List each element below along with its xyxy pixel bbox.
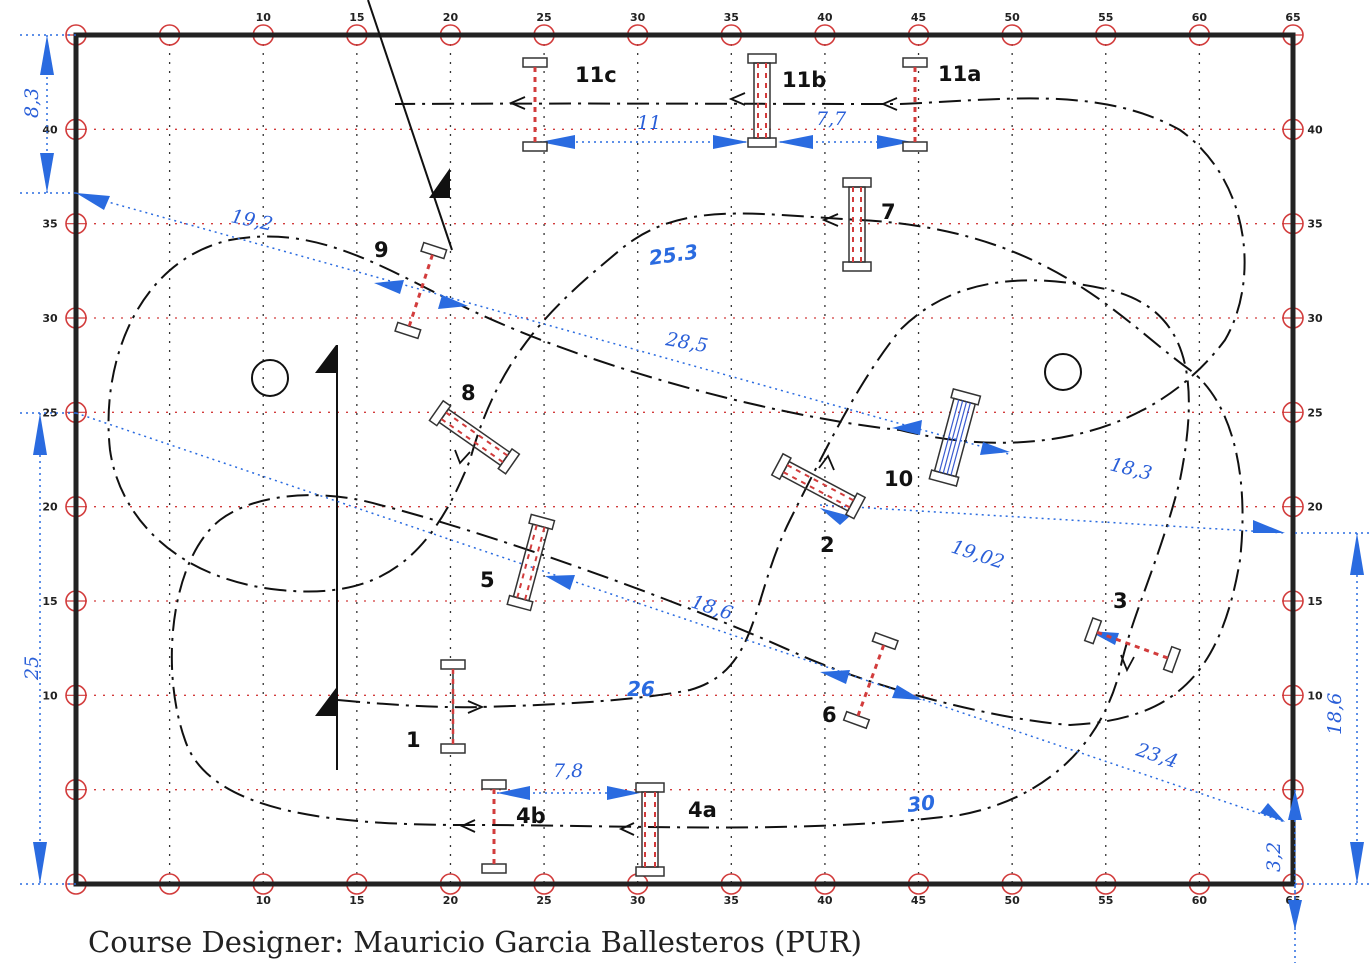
x-tick-label-bottom: 45 [911, 894, 926, 907]
y-tick-label-left: 30 [42, 312, 58, 325]
fence-11a [902, 57, 928, 152]
distance-8-3: 8,3 [21, 88, 43, 118]
fence-label-3: 3 [1113, 589, 1128, 613]
y-tick-label-right: 30 [1307, 312, 1323, 325]
x-tick-label-bottom: 25 [536, 894, 551, 907]
y-tick-label-right: 15 [1307, 595, 1322, 608]
x-tick-label-top: 55 [1098, 11, 1113, 24]
y-tick-label-left: 20 [42, 501, 58, 514]
distance-arrowheads [33, 35, 1364, 930]
fence-label-5: 5 [480, 568, 495, 592]
fence-label-7: 7 [881, 200, 896, 224]
fence-label-4a: 4a [688, 798, 717, 822]
fence-label-8: 8 [461, 381, 476, 405]
distance-25: 25 [21, 656, 43, 681]
fence-8 [428, 399, 521, 475]
stride-30: 30 [906, 790, 936, 817]
fence-5 [506, 513, 556, 612]
y-tick-label-left: 35 [42, 218, 57, 231]
fence-label-9: 9 [374, 238, 389, 262]
fence-7 [842, 177, 872, 272]
finish-line [367, 0, 453, 251]
side-measure-lines [39, 35, 1358, 930]
distance-7-8: 7,8 [553, 760, 583, 782]
x-tick-label-top: 35 [724, 11, 739, 24]
x-tick-label-bottom: 10 [256, 894, 272, 907]
start-line [315, 345, 338, 770]
distance-18-6: 18,6 [688, 591, 735, 625]
x-tick-label-bottom: 30 [630, 894, 646, 907]
x-tick-label-bottom: 40 [817, 894, 833, 907]
x-tick-label-top: 10 [256, 11, 272, 24]
y-tick-label-right: 25 [1307, 406, 1322, 419]
turn-marker-right [1044, 353, 1082, 391]
x-tick-label-bottom: 20 [443, 894, 459, 907]
distance-28-5: 28,5 [663, 328, 709, 357]
fence-label-11a: 11a [938, 62, 981, 86]
distance-18-3: 18,3 [1108, 454, 1154, 486]
distance-19-02: 19,02 [948, 536, 1007, 574]
direction-arrows [454, 92, 1135, 836]
distance-7-7: 7,7 [816, 108, 847, 130]
fence-label-11b: 11b [782, 68, 826, 92]
fence-9 [394, 241, 448, 340]
fence-label-4b: 4b [516, 804, 546, 828]
fence-labels: 1 2 3 4a 4b 5 6 7 8 9 10 11a 11b 11c [374, 62, 1128, 828]
x-tick-label-top: 40 [817, 11, 833, 24]
stride-labels: 25.3 26 30 [627, 239, 936, 817]
distance-18-6-right: 18,6 [1324, 693, 1346, 735]
fence-11c [522, 57, 548, 152]
fence-10 [928, 388, 982, 487]
grid-tick-labels: 1010151520202525303035354040454550505555… [42, 11, 1323, 907]
fence-1 [440, 659, 466, 754]
y-tick-label-left: 40 [42, 123, 58, 136]
x-tick-label-top: 45 [911, 11, 926, 24]
fence-label-11c: 11c [575, 63, 617, 87]
y-tick-label-left: 15 [42, 595, 57, 608]
x-tick-label-bottom: 60 [1192, 894, 1208, 907]
x-tick-label-bottom: 55 [1098, 894, 1113, 907]
course-designer: Course Designer: Mauricio Garcia Ballest… [88, 925, 862, 959]
distance-3-2: 3,2 [1263, 842, 1285, 872]
x-tick-label-bottom: 15 [349, 894, 364, 907]
y-tick-label-right: 40 [1307, 123, 1323, 136]
y-tick-label-right: 10 [1307, 689, 1323, 702]
distance-lines [20, 34, 1370, 963]
x-tick-label-top: 50 [1004, 11, 1020, 24]
stride-25-3: 25.3 [647, 239, 699, 270]
y-tick-label-left: 10 [42, 689, 58, 702]
turn-marker-left [251, 359, 289, 397]
distance-labels: 11 7,7 19,2 28,5 18,3 19,02 18,6 23,4 7,… [21, 88, 1346, 872]
x-tick-label-bottom: 50 [1004, 894, 1020, 907]
y-tick-label-right: 20 [1307, 501, 1323, 514]
fence-3 [1083, 617, 1182, 674]
fence-4b [481, 779, 507, 874]
distance-11: 11 [637, 112, 661, 134]
x-tick-label-top: 15 [349, 11, 364, 24]
arena-border [73, 32, 1296, 887]
x-tick-label-top: 60 [1192, 11, 1208, 24]
x-tick-label-top: 20 [443, 11, 459, 24]
x-tick-label-bottom: 35 [724, 894, 739, 907]
fences [394, 53, 1182, 877]
fence-label-1: 1 [406, 728, 421, 752]
y-tick-label-right: 35 [1307, 218, 1322, 231]
fence-2 [770, 452, 867, 520]
fence-label-6: 6 [822, 703, 837, 727]
course-track [107, 97, 1246, 829]
x-tick-label-top: 30 [630, 11, 646, 24]
fence-6 [842, 631, 899, 730]
distance-23-4: 23,4 [1133, 739, 1181, 773]
x-tick-label-top: 25 [536, 11, 551, 24]
fence-label-10: 10 [884, 467, 913, 491]
distance-19-2: 19,2 [229, 205, 275, 235]
fence-11b [747, 53, 777, 148]
fence-4a [635, 782, 665, 877]
stride-26: 26 [627, 677, 655, 701]
x-tick-label-top: 65 [1285, 11, 1300, 24]
fence-label-2: 2 [820, 533, 835, 557]
